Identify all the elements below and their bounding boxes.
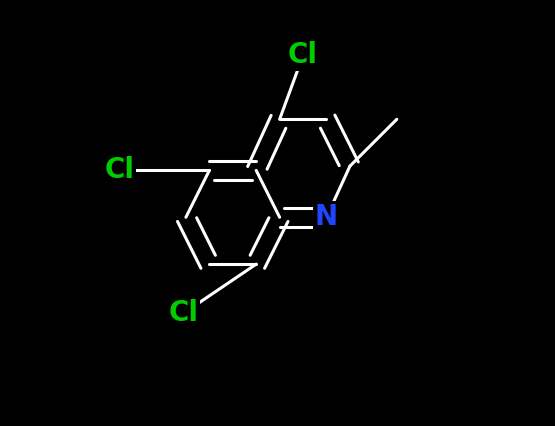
Text: Cl: Cl: [105, 156, 135, 184]
Text: N: N: [315, 203, 338, 231]
Text: Cl: Cl: [169, 299, 199, 327]
Text: Cl: Cl: [288, 41, 318, 69]
